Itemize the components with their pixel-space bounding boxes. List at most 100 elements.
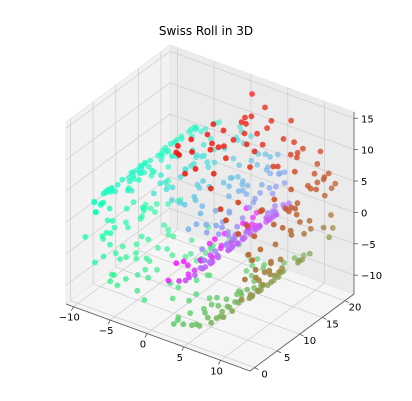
scatter-point [202,264,209,270]
scatter-point [151,190,157,197]
scatter-point [252,266,259,273]
scatter-point [234,291,240,298]
scatter-point [186,297,193,304]
scatter-point [249,262,256,269]
scatter-point [235,188,242,195]
scatter-point [235,173,241,180]
scatter-point [306,217,313,224]
scatter-point [267,170,274,177]
scatter-point [207,146,214,153]
x-tick-mark [107,319,111,325]
scatter-point [219,308,226,315]
scatter-point [123,254,130,260]
scatter-point [325,170,332,177]
scatter-point [225,232,232,239]
scatter-point [204,314,211,321]
scatter-point [130,199,137,206]
scatter-point [153,201,160,207]
scatter-point [187,310,194,316]
y-tick-mark [322,317,327,320]
scatter-point [133,241,140,248]
scatter-point [230,137,237,143]
scatter-point [198,128,205,135]
scatter-point [145,274,152,281]
scatter-point [246,204,253,211]
scatter-point [223,296,230,303]
scatter-point [264,210,271,216]
scatter-point [217,245,224,252]
scatter-point [250,199,257,206]
scatter-point [235,231,242,237]
scatter-point [214,294,220,301]
scatter-point [119,243,126,250]
scatter-point [192,197,199,204]
scatter-point [192,126,199,133]
scatter-point [257,208,264,215]
scatter-point [269,208,276,215]
grid-line-z [65,113,171,192]
x-axis-line [65,303,251,372]
scatter-point [165,148,172,154]
scatter-point [193,277,200,284]
scatter-point [208,185,214,192]
scatter-point [226,183,233,190]
scatter-point [282,205,289,212]
scatter-point [320,224,327,231]
x-tick-label: 5 [177,353,183,364]
scatter-point [220,127,227,134]
scatter-point [227,175,234,181]
scatter-point [161,222,168,229]
grid-line-z [65,82,171,160]
scatter-point [210,170,217,177]
scatter-point [109,271,115,278]
scatter-point [230,237,237,244]
scatter-point [141,297,148,303]
z-tick-label: 5 [361,177,367,188]
scatter-point [146,164,152,170]
scatter-point [254,130,260,137]
x-tick-mark [144,333,148,338]
scatter-point [82,234,89,240]
scatter-point [275,171,282,177]
axes-tick-labels: −10 −5 0 5 10 0 5 10 15 20 −10 −5 0 5 10 15 [59,114,382,380]
scatter-point [291,168,298,175]
scatter-point [275,151,281,158]
scatter-point [209,140,215,147]
scatter-point [247,292,254,298]
axes-lines [65,112,358,372]
x-tick-label: −5 [99,326,114,337]
scatter-point [301,230,307,237]
scatter-point [196,184,203,191]
scatter-point [230,155,237,162]
scatter-point [263,219,269,225]
scatter-point [213,315,220,321]
scatter-point [219,224,225,231]
scatter-point [165,164,172,170]
scatter-point [328,185,335,192]
scatter-point [126,178,133,185]
scatter-point [229,308,236,314]
scatter-point [311,170,318,177]
scatter-point [317,148,324,155]
scatter-point [249,91,256,97]
scatter-point [142,159,149,166]
scatter-point [193,291,200,298]
scatter-point [211,236,218,243]
scatter-point [185,262,191,269]
scatter-point [306,250,313,257]
scatter-point [169,295,176,302]
scatter-point [182,170,188,177]
scatter-point [267,153,273,160]
scatter-point [314,179,321,186]
scatter-point [191,272,198,278]
scatter-point [123,205,130,212]
scatter-point [151,168,157,175]
scatter-point [146,258,153,264]
scatter-point [272,241,279,248]
grid-line-z [65,50,171,129]
scatter-point [142,266,149,273]
scatter-point [291,139,297,146]
scatter-point [186,129,193,135]
scatter-points [82,91,339,329]
scatter-point [242,114,248,121]
